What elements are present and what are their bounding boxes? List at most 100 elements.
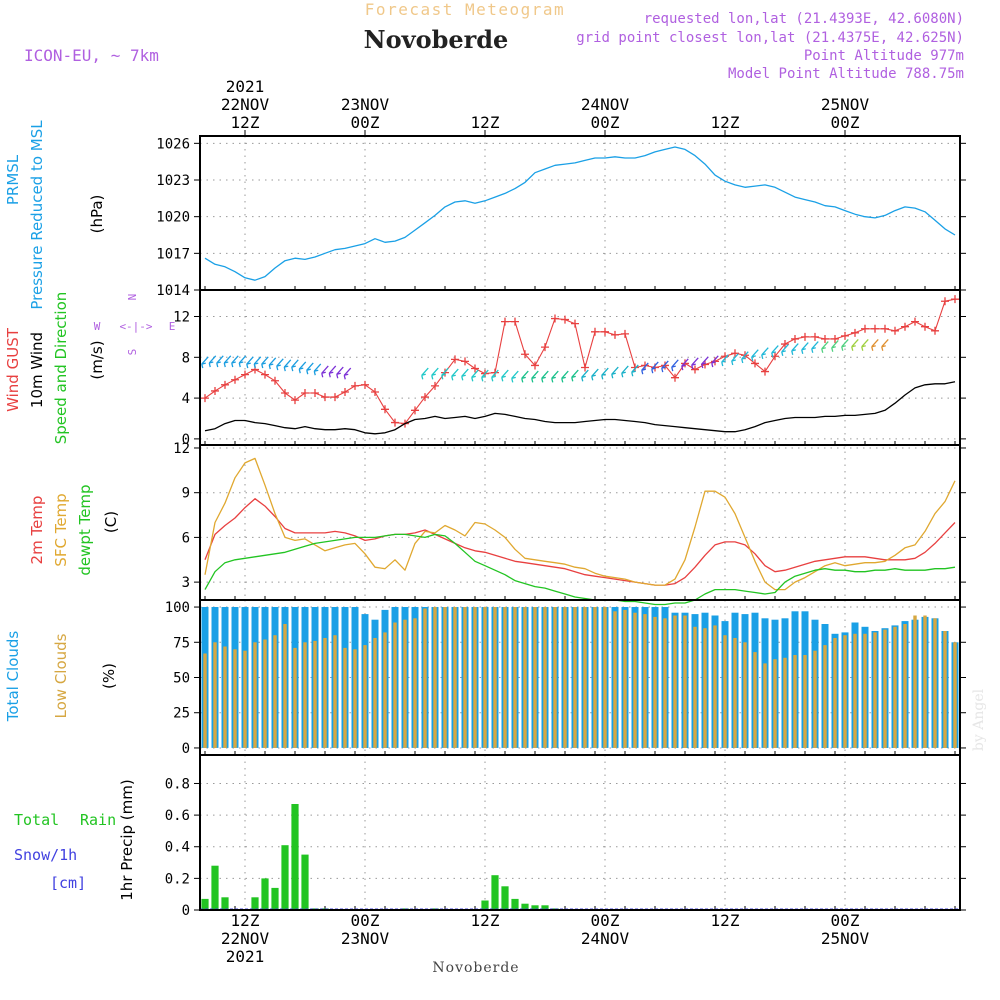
wind-arrow [421, 367, 429, 376]
wind-arrow-head [631, 370, 636, 377]
gust-marker [541, 343, 549, 352]
gust-marker [451, 355, 459, 364]
top-time-label: 00Z [831, 113, 860, 132]
wind-arrow [661, 360, 669, 369]
gust-marker [351, 381, 359, 390]
wind-arrow-head [861, 345, 866, 351]
pressure-label-unit: (hPa) [88, 195, 106, 234]
panels: 1014 1017 1020 1023 1026 PRMSL Pressure Reduce… [4, 120, 966, 919]
wind-arrow [298, 361, 307, 370]
compass-arrows: <-|-> [119, 320, 152, 333]
low-cloud-bar [253, 642, 257, 748]
low-cloud-bar [493, 607, 497, 748]
pressure-label-desc: Pressure Reduced to MSL [28, 120, 46, 310]
low-cloud-bar [783, 657, 787, 748]
wind-arrow-head [841, 345, 846, 351]
temp-panel: 3 6 9 12 2m Temp SFC Temp dewpt Temp (C) [28, 441, 966, 606]
gust-marker [241, 370, 249, 379]
wind-arrow-head [621, 371, 626, 378]
gust-marker [811, 332, 819, 341]
pressure-ytick-label: 1017 [156, 246, 190, 262]
low-cloud-bar [523, 607, 527, 748]
low-cloud-bar [313, 640, 317, 748]
low-cloud-bar [903, 624, 907, 748]
wind-arrow-head [651, 367, 656, 374]
gust-marker [561, 315, 569, 324]
gust-marker [861, 324, 869, 333]
wind-arrow-head [761, 353, 766, 360]
wind-arrow [246, 356, 254, 365]
wind-arrow [201, 356, 209, 365]
wind-arrow-head [881, 345, 886, 351]
gridpoint-coords: grid point closest lon,lat (21.4375E, 42… [576, 30, 964, 46]
gust-marker [751, 359, 759, 368]
bottom-time-label: 2021 [226, 947, 265, 966]
low-cloud-bar [213, 642, 217, 748]
rain-bar [541, 905, 549, 910]
low-cloud-bar [723, 635, 727, 748]
top-time-label: 12Z [471, 113, 500, 132]
wind-arrow-head [253, 362, 259, 369]
gust-marker [821, 334, 829, 343]
low-cloud-bar [503, 607, 507, 748]
low-cloud-bar [563, 607, 567, 748]
wind-arrow [571, 369, 579, 378]
wind-arrow-head [581, 375, 586, 382]
wind-arrow [671, 359, 679, 368]
wind-arrow [268, 357, 277, 366]
low-cloud-bar [933, 618, 937, 748]
gust-marker [831, 334, 839, 343]
wind-arrow [491, 369, 499, 378]
precip-frame [199, 754, 961, 911]
wind-arrow-head [481, 375, 486, 382]
top-time-label: 00Z [351, 113, 380, 132]
wind-arrow [216, 355, 224, 364]
model-altitude: Model Point Altitude 788.75m [728, 66, 964, 82]
wind-arrow [831, 340, 839, 349]
compass-e: E [169, 320, 176, 333]
wind-arrow [691, 357, 699, 366]
bottom-time-label: 12Z [231, 911, 260, 930]
header: Forecast Meteogram Novoberde ICON-EU, ~ … [24, 0, 987, 976]
gust-marker [641, 361, 649, 370]
low-cloud-bar [343, 647, 347, 748]
wind-arrow-head [451, 374, 456, 381]
gust-marker [211, 386, 219, 395]
wind-arrow-head [216, 361, 221, 368]
temp-frame [199, 444, 961, 601]
wind-ytick-label: 4 [182, 391, 190, 407]
compass-w: W [94, 320, 101, 333]
low-cloud-bar [713, 625, 717, 748]
low-cloud-bar [333, 635, 337, 748]
wind-arrow [841, 339, 849, 348]
clouds-ytick-label: 25 [173, 706, 190, 722]
low-cloud-bar [703, 628, 707, 748]
gust-marker [881, 324, 889, 333]
precip-label-rain: Rain [80, 811, 116, 829]
low-cloud-bar [753, 652, 757, 748]
low-cloud-bar [323, 638, 327, 748]
wind-arrow [801, 342, 809, 351]
rain-bar [301, 854, 309, 910]
wind-arrow-head [343, 373, 349, 380]
low-cloud-bar [693, 626, 697, 748]
low-cloud-bar [303, 642, 307, 748]
bottom-time-label: 23NOV [341, 929, 390, 948]
low-cloud-bar [733, 638, 737, 748]
wind-arrow [313, 363, 322, 372]
low-cloud-bar [583, 607, 587, 748]
wind-arrow [721, 354, 729, 363]
low-cloud-bar [513, 607, 517, 748]
wind-arrow [321, 365, 329, 374]
wind-arrow-head [771, 351, 776, 358]
gust-marker [421, 393, 429, 402]
wind-arrow-head [201, 362, 206, 369]
wind-arrow [431, 367, 439, 376]
temp-label-sfc: SFC Temp [52, 493, 70, 566]
wind-arrow [781, 344, 789, 353]
clouds-label-low: Low Clouds [52, 633, 70, 718]
wind-arrow [306, 362, 314, 371]
low-cloud-bar [233, 649, 237, 748]
